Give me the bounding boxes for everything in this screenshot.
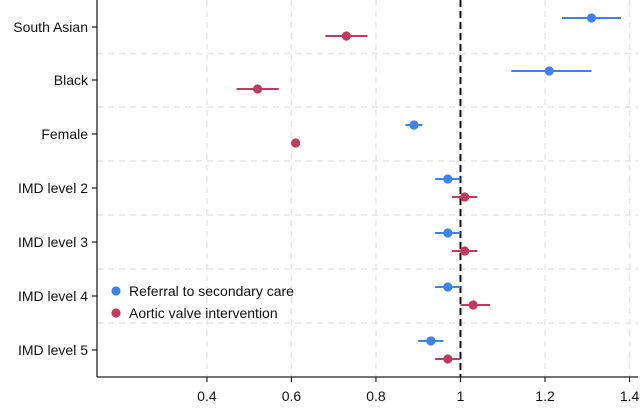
y-tick-label: IMD level 5: [18, 342, 88, 358]
intervention-point: [341, 31, 351, 41]
legend-label-intervention: Aortic valve intervention: [129, 305, 278, 321]
intervention-point: [460, 246, 470, 256]
referral-point: [586, 13, 597, 23]
intervention-point: [443, 354, 453, 364]
axis-layer: South Asian Black Female IMD level 2 IMD lev…: [13, 0, 639, 404]
marks-layer: [236, 0, 622, 377]
x-tick-label: 1.4: [620, 388, 640, 404]
referral-point: [409, 120, 419, 130]
y-tick-label: IMD level 4: [18, 288, 88, 304]
intervention-point: [468, 300, 478, 310]
x-tick-label: 1.2: [535, 388, 555, 404]
x-tick-label: 0.8: [366, 388, 386, 404]
referral-point: [443, 228, 453, 238]
legend-label-referral: Referral to secondary care: [129, 283, 294, 299]
referral-point: [426, 336, 436, 346]
intervention-point: [460, 192, 470, 202]
x-tick-label: 1: [457, 388, 465, 404]
referral-point: [544, 66, 554, 76]
x-tick-label: 0.6: [282, 388, 302, 404]
legend: Referral to secondary care Aortic valve i…: [111, 283, 294, 321]
y-tick-label: IMD level 2: [18, 180, 88, 196]
y-tick-label: Black: [54, 72, 89, 88]
legend-marker-referral: [111, 286, 121, 296]
y-tick-label: Female: [41, 126, 88, 142]
x-tick-label: 0.4: [197, 388, 217, 404]
intervention-point: [291, 138, 301, 148]
intervention-point: [253, 84, 263, 94]
y-tick-label: IMD level 3: [18, 234, 88, 250]
referral-point: [443, 282, 453, 292]
y-tick-label: South Asian: [13, 19, 88, 35]
referral-point: [443, 174, 453, 184]
legend-marker-intervention: [111, 308, 121, 318]
